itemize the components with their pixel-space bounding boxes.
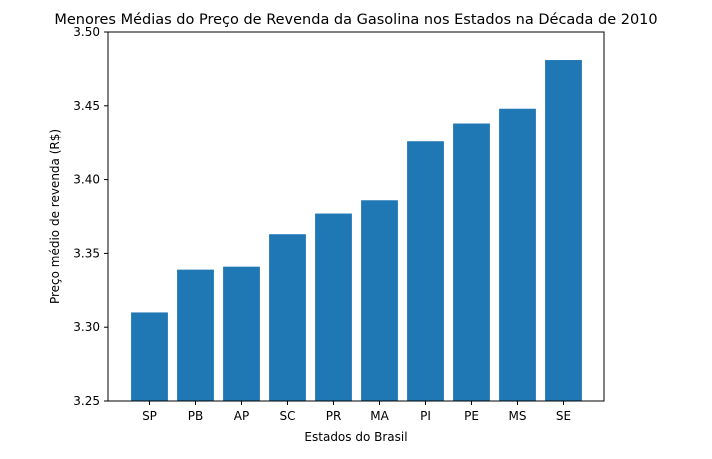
y-axis-label: Preço médio de revenda (R$) [48, 129, 62, 304]
bar-pe [453, 123, 490, 401]
x-axis-label: Estados do Brasil [304, 430, 407, 444]
bar-ma [361, 200, 398, 401]
y-tick-label: 3.50 [73, 25, 100, 39]
chart-title: Menores Médias do Preço de Revenda da Ga… [54, 12, 657, 28]
x-tick-label: PE [464, 409, 479, 423]
bar-pr [315, 213, 352, 401]
y-tick-label: 3.30 [73, 320, 100, 334]
x-tick-label: AP [234, 409, 249, 423]
x-tick-label: PI [420, 409, 431, 423]
y-axis-ticks: 3.25 3.30 3.35 3.40 3.45 3.50 [73, 25, 108, 408]
x-tick-label: SC [280, 409, 296, 423]
x-tick-label: SP [142, 409, 157, 423]
x-axis-ticks: SP PB AP SC PR MA PI PE MS SE [142, 401, 571, 423]
bar-pb [177, 269, 214, 401]
bar-ms [499, 108, 536, 401]
bar-ap [223, 266, 260, 401]
plot-area-frame [107, 31, 605, 402]
bar-sc [269, 234, 306, 401]
y-tick-label: 3.45 [73, 99, 100, 113]
bar-pi [407, 141, 444, 401]
y-tick-label: 3.25 [73, 394, 100, 408]
x-tick-label: MS [509, 409, 527, 423]
x-tick-label: SE [556, 409, 571, 423]
y-tick-label: 3.40 [73, 173, 100, 187]
bar-sp [131, 312, 168, 401]
x-tick-label: PB [188, 409, 203, 423]
bar-se [545, 60, 582, 401]
bars-layer [131, 60, 582, 401]
x-tick-label: PR [326, 409, 342, 423]
y-tick-label: 3.35 [73, 246, 100, 260]
x-tick-label: MA [370, 409, 389, 423]
